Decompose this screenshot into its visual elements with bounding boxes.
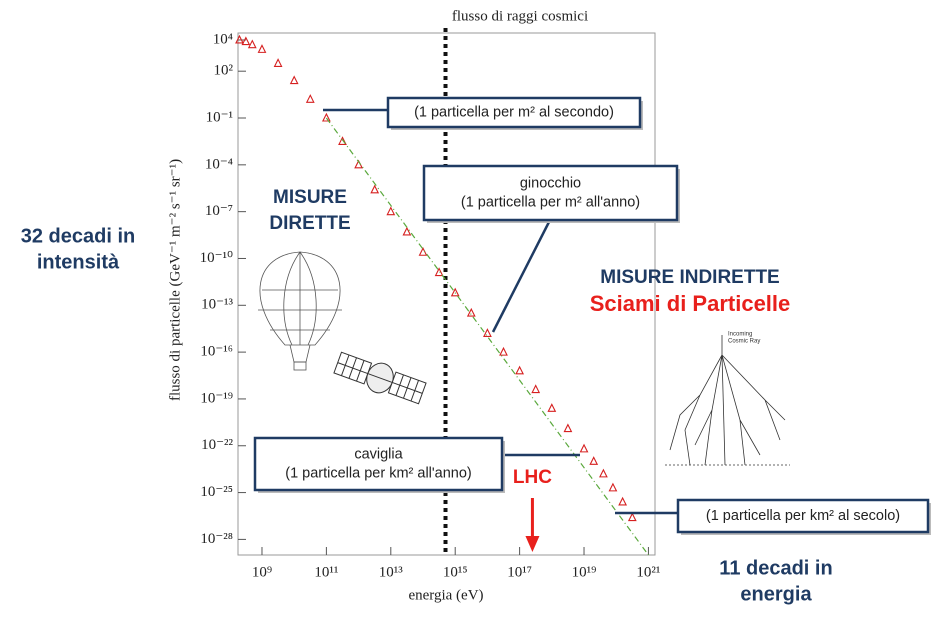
- x-tick-label: 10¹³: [379, 564, 403, 580]
- right-note: energia: [740, 583, 812, 605]
- annotation-text: ginocchio: [520, 175, 581, 191]
- data-point: [483, 328, 492, 337]
- data-point: [618, 496, 628, 506]
- left-note: intensità: [37, 251, 120, 273]
- annotation-box: [386, 96, 642, 129]
- data-point: [466, 307, 476, 317]
- data-point: [563, 423, 573, 433]
- data-point: [579, 443, 589, 453]
- data-point: [289, 75, 299, 85]
- data-point: [589, 456, 599, 465]
- annotation-box: [676, 498, 930, 534]
- annotation-text: caviglia: [354, 446, 403, 462]
- annotation-text: (1 particella per m² all'anno): [461, 194, 640, 210]
- annotation-box: [253, 436, 504, 492]
- data-point: [599, 468, 608, 478]
- x-tick-label: 10¹⁹: [572, 564, 597, 580]
- annotation-text: (1 particella per m² al secondo): [414, 104, 614, 120]
- data-point: [273, 58, 283, 67]
- x-tick-label: 10²¹: [636, 564, 660, 580]
- x-axis-label: energia (eV): [408, 587, 483, 603]
- satellite-icon: [333, 351, 427, 405]
- y-tick-label: 10⁻¹⁶: [200, 344, 233, 360]
- y-tick-label: 10⁴: [213, 31, 233, 47]
- y-tick-label: 10²: [214, 63, 234, 79]
- y-tick-label: 10⁻¹⁰: [200, 250, 233, 266]
- right-note: 11 decadi in: [719, 557, 832, 579]
- data-point: [515, 365, 525, 375]
- y-tick-label: 10⁻¹³: [201, 297, 233, 313]
- plot-frame: [237, 32, 656, 556]
- data-point: [370, 184, 380, 194]
- shower-caption: Cosmic Ray: [728, 339, 760, 345]
- data-point: [434, 267, 444, 277]
- lhc-label: LHC: [513, 467, 552, 488]
- data-point: [531, 384, 541, 394]
- showers-label: Sciami di Particelle: [590, 291, 791, 316]
- left-note: 32 decadi in: [21, 225, 136, 247]
- leader-line: [491, 219, 552, 333]
- balloon-icon: [258, 251, 342, 371]
- data-point: [386, 206, 396, 216]
- data-point: [402, 226, 412, 236]
- data-point: [257, 44, 267, 53]
- y-tick-label: 10⁻²²: [201, 437, 233, 453]
- y-tick-label: 10⁻¹⁹: [200, 390, 233, 406]
- annotation-text: (1 particella per km² al secolo): [706, 508, 900, 524]
- y-tick-label: 10⁻⁴: [205, 156, 233, 172]
- data-point: [499, 346, 508, 356]
- data-point: [305, 94, 315, 103]
- data-point: [322, 112, 331, 122]
- data-point: [608, 482, 618, 492]
- top-label: flusso di raggi cosmici: [452, 8, 588, 24]
- data-point: [418, 247, 428, 256]
- x-tick-label: 10¹⁷: [507, 564, 532, 580]
- x-tick-label: 10¹¹: [314, 564, 338, 580]
- data-point: [547, 403, 557, 412]
- annotation-box: [422, 164, 679, 222]
- direct-label: MISURE: [273, 187, 347, 208]
- shower-icon: [665, 335, 790, 466]
- lhc-arrowhead: [525, 536, 540, 552]
- x-tick-label: 10¹⁵: [443, 564, 468, 580]
- y-tick-label: 10⁻⁷: [205, 203, 233, 219]
- data-point: [247, 39, 257, 49]
- data-point: [627, 512, 637, 522]
- indirect-label: MISURE INDIRETTE: [600, 267, 779, 288]
- annotation-text: (1 particella per km² all'anno): [285, 465, 472, 481]
- direct-label: DIRETTE: [269, 213, 350, 234]
- data-point: [241, 36, 251, 46]
- data-point: [338, 136, 347, 145]
- y-axis-label: flusso di particelle (GeV⁻¹ m⁻² s⁻¹ sr⁻¹…: [167, 159, 183, 401]
- data-point: [450, 287, 460, 297]
- data-point: [235, 34, 244, 44]
- shower-caption: Incoming: [728, 332, 752, 338]
- x-tick-label: 10⁹: [252, 564, 272, 580]
- y-tick-label: 10⁻¹: [206, 109, 233, 125]
- y-tick-label: 10⁻²⁵: [200, 484, 233, 500]
- y-tick-label: 10⁻²⁸: [200, 531, 233, 547]
